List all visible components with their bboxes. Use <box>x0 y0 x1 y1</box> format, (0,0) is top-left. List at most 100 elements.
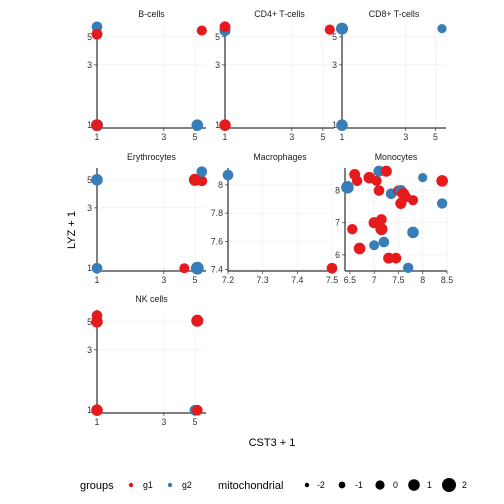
y-tick-label: 6 <box>335 250 340 260</box>
x-tick-label: 1 <box>95 417 100 427</box>
data-point-g1 <box>436 175 448 187</box>
y-tick-label: 3 <box>87 203 92 213</box>
y-tick-label: 1 <box>87 120 92 130</box>
facet-macrophages: 7.2 7.3 7.4 7.5 7.4 7.6 7.8 8 Macrophages <box>211 152 338 285</box>
legend-label-g1: g1 <box>143 480 153 490</box>
x-tick-label: 7.4 <box>291 275 303 285</box>
facet-title: Monocytes <box>375 152 418 162</box>
data-point-g2 <box>91 262 103 274</box>
legend-size-label-5: 2 <box>462 480 467 490</box>
x-axis-title: CST3 + 1 <box>249 437 296 449</box>
data-point-g2 <box>378 236 390 248</box>
y-tick-label: 3 <box>332 60 337 70</box>
x-tick-label: 7.3 <box>257 275 269 285</box>
data-point-g1 <box>407 195 419 206</box>
legend-size-key-1 <box>304 482 310 488</box>
legend-key-g1 <box>128 482 134 488</box>
x-tick-label: 3 <box>161 417 166 427</box>
y-tick-label: 5 <box>332 32 337 42</box>
data-point-g2 <box>407 226 419 239</box>
data-point-g2 <box>418 173 428 183</box>
x-tick-label: 1 <box>340 132 345 142</box>
data-point-g1 <box>380 165 392 177</box>
data-point-g2 <box>222 169 234 181</box>
y-tick-label: 1 <box>215 120 220 130</box>
y-tick-label: 1 <box>87 405 92 415</box>
data-point-g1 <box>191 404 203 416</box>
y-tick-label: 5 <box>87 175 92 185</box>
y-tick-label: 8 <box>218 180 223 190</box>
data-point-g1 <box>179 263 190 274</box>
data-point-g2 <box>437 24 447 34</box>
data-point-g1 <box>375 223 388 236</box>
facet-title: CD8+ T-cells <box>369 9 420 19</box>
x-tick-label: 8 <box>420 275 425 285</box>
data-point-g1 <box>91 28 103 40</box>
data-point-g1 <box>390 252 402 264</box>
x-tick-label: 7 <box>372 275 377 285</box>
y-tick-label: 5 <box>215 32 220 42</box>
x-tick-label: 3 <box>161 132 166 142</box>
x-tick-label: 3 <box>403 132 408 142</box>
facet-cd8-t-cells: 1 3 5 1 3 5 CD8+ T-cells <box>332 9 447 142</box>
facet-title: Macrophages <box>253 152 307 162</box>
y-tick-label: 8 <box>335 186 340 196</box>
x-tick-label: 1 <box>223 132 228 142</box>
y-tick-label: 3 <box>87 345 92 355</box>
data-point-g1 <box>326 262 338 274</box>
data-point-g2 <box>402 262 414 273</box>
x-tick-label: 5 <box>192 417 197 427</box>
data-point-g1 <box>324 24 335 35</box>
data-point-g1 <box>371 175 382 186</box>
facet-b-cells: 1 3 5 1 3 5 B-cells <box>87 9 207 142</box>
facet-title: CD4+ T-cells <box>254 9 305 19</box>
data-point-g1 <box>376 214 387 225</box>
legend-size-key-4 <box>408 479 420 491</box>
legend-size-title: mitochondrial <box>218 480 283 492</box>
data-point-g1 <box>91 316 103 328</box>
y-tick-label: 7 <box>335 218 340 228</box>
x-tick-label: 7.5 <box>326 275 338 285</box>
facet-monocytes: 6.5 7 7.5 8 8.5 6 7 8 Monocytes <box>335 152 453 285</box>
data-point-g2 <box>91 174 103 186</box>
facet-title: Erythrocytes <box>127 152 176 162</box>
data-point-g1 <box>219 21 231 33</box>
data-point-g2 <box>369 240 380 251</box>
x-tick-label: 7.2 <box>222 275 234 285</box>
legend: groups g1 g2 mitochondrial -2 -1 0 1 2 <box>80 478 467 492</box>
x-tick-label: 5 <box>192 275 197 285</box>
data-point-g2 <box>190 261 204 275</box>
data-point-g1 <box>91 119 103 131</box>
data-point-g2 <box>341 181 354 194</box>
x-tick-label: 7.5 <box>392 275 404 285</box>
y-tick-label: 1 <box>332 120 337 130</box>
data-point-g2 <box>436 198 448 209</box>
y-tick-label: 3 <box>87 60 92 70</box>
x-tick-label: 1 <box>95 132 100 142</box>
data-point-g1 <box>191 314 204 327</box>
x-tick-label: 1 <box>95 275 100 285</box>
facet-cd4-t-cells: 1 3 5 1 3 5 CD4+ T-cells <box>215 9 335 142</box>
y-tick-label: 3 <box>215 60 220 70</box>
y-tick-label: 7.4 <box>211 265 223 275</box>
data-point-g1 <box>219 119 231 131</box>
legend-size-key-2 <box>338 481 346 489</box>
x-tick-label: 8.5 <box>441 275 453 285</box>
data-point-g2 <box>336 119 348 131</box>
data-point-g1 <box>351 175 363 187</box>
y-tick-label: 1 <box>87 263 92 273</box>
legend-size-label-2: -1 <box>355 480 363 490</box>
y-tick-label: 7.8 <box>211 208 223 218</box>
data-point-g1 <box>196 25 207 36</box>
y-axis-title: LYZ + 1 <box>66 211 78 249</box>
data-point-g1 <box>347 223 358 235</box>
data-point-g2 <box>335 22 349 35</box>
data-point-g2 <box>191 119 204 131</box>
legend-size-label-1: -2 <box>317 480 325 490</box>
legend-key-g2 <box>167 482 173 488</box>
facet-title: NK cells <box>135 294 168 304</box>
legend-size-key-3 <box>375 480 385 490</box>
x-tick-label: 5 <box>192 132 197 142</box>
facet-nk-cells: 1 3 5 1 3 5 NK cells <box>87 294 206 427</box>
